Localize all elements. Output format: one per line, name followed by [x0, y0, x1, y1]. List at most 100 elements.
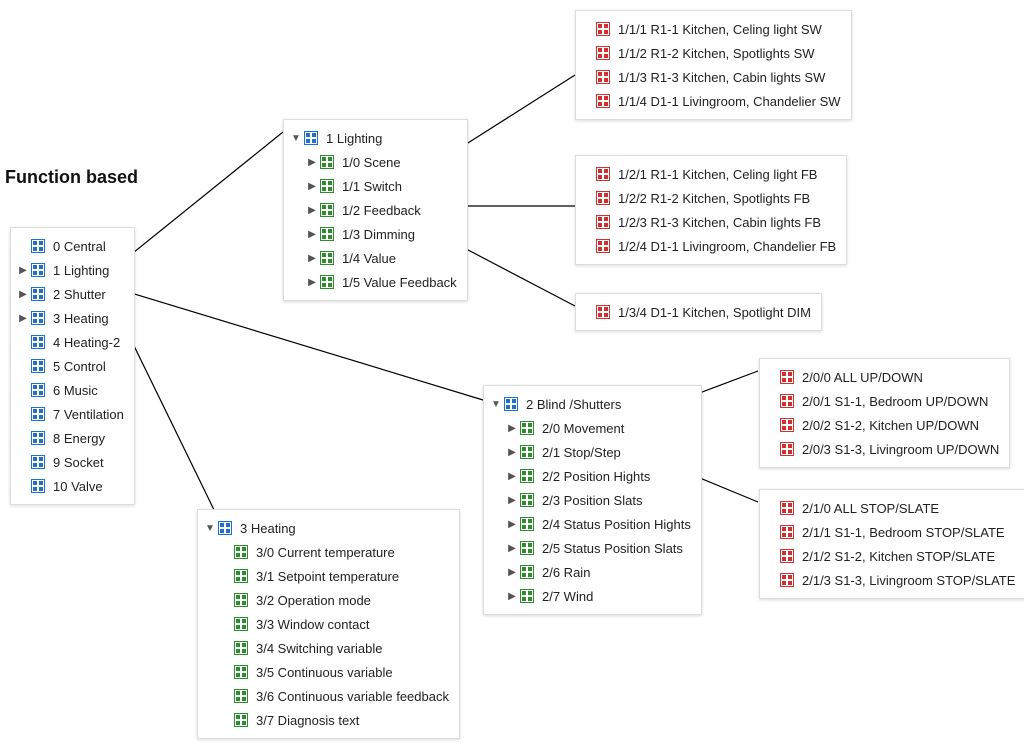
tree-item[interactable]: ▶1/2/2 R1-2 Kitchen, Spotlights FB — [582, 186, 836, 210]
group-icon — [31, 239, 45, 253]
tree-item[interactable]: ▶2/1/2 S1-2, Kitchen STOP/SLATE — [766, 544, 1015, 568]
group-icon — [320, 275, 334, 289]
tree-item[interactable]: ▶2/1/3 S1-3, Livingroom STOP/SLATE — [766, 568, 1015, 592]
tree-item[interactable]: ▶2/2 Position Hights — [506, 464, 691, 488]
tree-item[interactable]: ▶2/0/1 S1-1, Bedroom UP/DOWN — [766, 389, 999, 413]
tree-item[interactable]: ▶1/3/4 D1-1 Kitchen, Spotlight DIM — [582, 300, 811, 324]
tree-header[interactable]: ▼2 Blind /Shutters — [490, 392, 691, 416]
group-icon — [304, 131, 318, 145]
tree-item[interactable]: ▶2/0/3 S1-3, Livingroom UP/DOWN — [766, 437, 999, 461]
tree-item[interactable]: ▶6 Music — [17, 378, 124, 402]
tree-item[interactable]: ▶1/1/1 R1-1 Kitchen, Celing light SW — [582, 17, 841, 41]
tree-item[interactable]: ▶1/2 Feedback — [306, 198, 457, 222]
tree-item[interactable]: ▶1/2/1 R1-1 Kitchen, Celing light FB — [582, 162, 836, 186]
tree-item-label: 2/1/2 S1-2, Kitchen STOP/SLATE — [800, 549, 995, 564]
tree-item[interactable]: ▶2/4 Status Position Hights — [506, 512, 691, 536]
tree-item[interactable]: ▶ 2 Shutter — [17, 282, 124, 306]
expand-arrow-icon[interactable]: ▼ — [204, 523, 216, 534]
tree-item[interactable]: ▶1/1/2 R1-2 Kitchen, Spotlights SW — [582, 41, 841, 65]
expand-arrow-icon[interactable]: ▶ — [506, 471, 518, 482]
tree-item[interactable]: ▶ 2/6 Rain — [506, 560, 691, 584]
group-icon — [504, 397, 518, 411]
tree-item[interactable]: ▶2/1/1 S1-1, Bedroom STOP/SLATE — [766, 520, 1015, 544]
tree-item[interactable]: ▶7 Ventilation — [17, 402, 124, 426]
expand-arrow-icon[interactable]: ▶ — [506, 543, 518, 554]
tree-item-label: 1/3/4 D1-1 Kitchen, Spotlight DIM — [616, 305, 811, 320]
tree-item[interactable]: ▶2/0/0 ALL UP/DOWN — [766, 365, 999, 389]
tree-item[interactable]: ▶1 Lighting — [17, 258, 124, 282]
tree-item[interactable]: ▶1/1/4 D1-1 Livingroom, Chandelier SW — [582, 89, 841, 113]
expand-arrow-icon[interactable]: ▶ — [506, 519, 518, 530]
expand-arrow-icon[interactable]: ▼ — [490, 399, 502, 410]
tree-item-label: 2/6 Rain — [540, 565, 590, 580]
expand-arrow-icon[interactable]: ▶ — [506, 495, 518, 506]
tree-item[interactable]: ▶5 Control — [17, 354, 124, 378]
tree-item[interactable]: ▶3/2 Operation mode — [220, 588, 449, 612]
tree-header[interactable]: ▼ 3 Heating — [204, 516, 449, 540]
expand-arrow-icon[interactable]: ▼ — [290, 133, 302, 144]
tree-item[interactable]: ▶2/0 Movement — [506, 416, 691, 440]
expand-arrow-icon[interactable]: ▶ — [306, 229, 318, 240]
tree-item[interactable]: ▶2/0/2 S1-2, Kitchen UP/DOWN — [766, 413, 999, 437]
expand-arrow-icon[interactable]: ▶ — [506, 423, 518, 434]
tree-item-label: 2/3 Position Slats — [540, 493, 642, 508]
tree-item-label: 3 Heating — [238, 521, 296, 536]
expand-arrow-icon[interactable]: ▶ — [17, 265, 29, 276]
tree-item-label: 2/0/1 S1-1, Bedroom UP/DOWN — [800, 394, 988, 409]
panel-root: ▶0 Central▶1 Lighting▶2 Shutter▶3 Heatin… — [10, 227, 135, 505]
expand-arrow-icon[interactable]: ▶ — [17, 313, 29, 324]
expand-arrow-icon[interactable]: ▶ — [306, 157, 318, 168]
tree-item-label: 2/1/0 ALL STOP/SLATE — [800, 501, 939, 516]
tree-item[interactable]: ▶3/3 Window contact — [220, 612, 449, 636]
diagram-title: Function based — [5, 167, 138, 188]
tree-item-label: 2/1 Stop/Step — [540, 445, 621, 460]
tree-item[interactable]: ▶1/0 Scene — [306, 150, 457, 174]
tree-item[interactable]: ▶9 Socket — [17, 450, 124, 474]
tree-item[interactable]: ▶3/1 Setpoint temperature — [220, 564, 449, 588]
tree-item-label: 2/1/1 S1-1, Bedroom STOP/SLATE — [800, 525, 1005, 540]
expand-arrow-icon[interactable]: ▶ — [306, 253, 318, 264]
tree-item[interactable]: ▶ 2/1 Stop/Step — [506, 440, 691, 464]
tree-item[interactable]: ▶3/6 Continuous variable feedback — [220, 684, 449, 708]
tree-header[interactable]: ▼1 Lighting — [290, 126, 457, 150]
tree-item[interactable]: ▶2/5 Status Position Slats — [506, 536, 691, 560]
tree-item[interactable]: ▶1/4 Value — [306, 246, 457, 270]
tree-item[interactable]: ▶3 Heating — [17, 306, 124, 330]
tree-item[interactable]: ▶ 2/3 Position Slats — [506, 488, 691, 512]
expand-arrow-icon[interactable]: ▶ — [306, 181, 318, 192]
tree-item[interactable]: ▶8 Energy — [17, 426, 124, 450]
expand-arrow-icon[interactable]: ▶ — [506, 567, 518, 578]
expand-arrow-icon[interactable]: ▶ — [17, 289, 29, 300]
expand-arrow-icon[interactable]: ▶ — [506, 591, 518, 602]
tree-item[interactable]: ▶10 Valve — [17, 474, 124, 498]
group-icon — [520, 517, 534, 531]
tree-item[interactable]: ▶3/4 Switching variable — [220, 636, 449, 660]
tree-item-label: 0 Central — [51, 239, 106, 254]
tree-item[interactable]: ▶1/2/3 R1-3 Kitchen, Cabin lights FB — [582, 210, 836, 234]
tree-item[interactable]: ▶4 Heating-2 — [17, 330, 124, 354]
tree-item-label: 3/0 Current temperature — [254, 545, 395, 560]
tree-item-label: 1/2/3 R1-3 Kitchen, Cabin lights FB — [616, 215, 821, 230]
tree-item[interactable]: ▶0 Central — [17, 234, 124, 258]
tree-item[interactable]: ▶3/0 Current temperature — [220, 540, 449, 564]
tree-item[interactable]: ▶2/7 Wind — [506, 584, 691, 608]
tree-item[interactable]: ▶1/2/4 D1-1 Livingroom, Chandelier FB — [582, 234, 836, 258]
expand-arrow-icon[interactable]: ▶ — [306, 277, 318, 288]
expand-arrow-icon[interactable]: ▶ — [306, 205, 318, 216]
group-icon — [780, 442, 794, 456]
tree-item[interactable]: ▶3/7 Diagnosis text — [220, 708, 449, 732]
tree-item[interactable]: ▶1/3 Dimming — [306, 222, 457, 246]
tree-item[interactable]: ▶1/1 Switch — [306, 174, 457, 198]
expand-arrow-icon[interactable]: ▶ — [506, 447, 518, 458]
tree-item[interactable]: ▶2/1/0 ALL STOP/SLATE — [766, 496, 1015, 520]
panel-switch_group: ▶1/1/1 R1-1 Kitchen, Celing light SW▶1/1… — [575, 10, 852, 120]
group-icon — [234, 689, 248, 703]
group-icon — [596, 22, 610, 36]
tree-item[interactable]: ▶1/5 Value Feedback — [306, 270, 457, 294]
group-icon — [31, 335, 45, 349]
group-icon — [780, 501, 794, 515]
tree-item[interactable]: ▶1/1/3 R1-3 Kitchen, Cabin lights SW — [582, 65, 841, 89]
tree-item-label: 2 Shutter — [51, 287, 106, 302]
tree-item[interactable]: ▶3/5 Continuous variable — [220, 660, 449, 684]
group-icon — [520, 421, 534, 435]
